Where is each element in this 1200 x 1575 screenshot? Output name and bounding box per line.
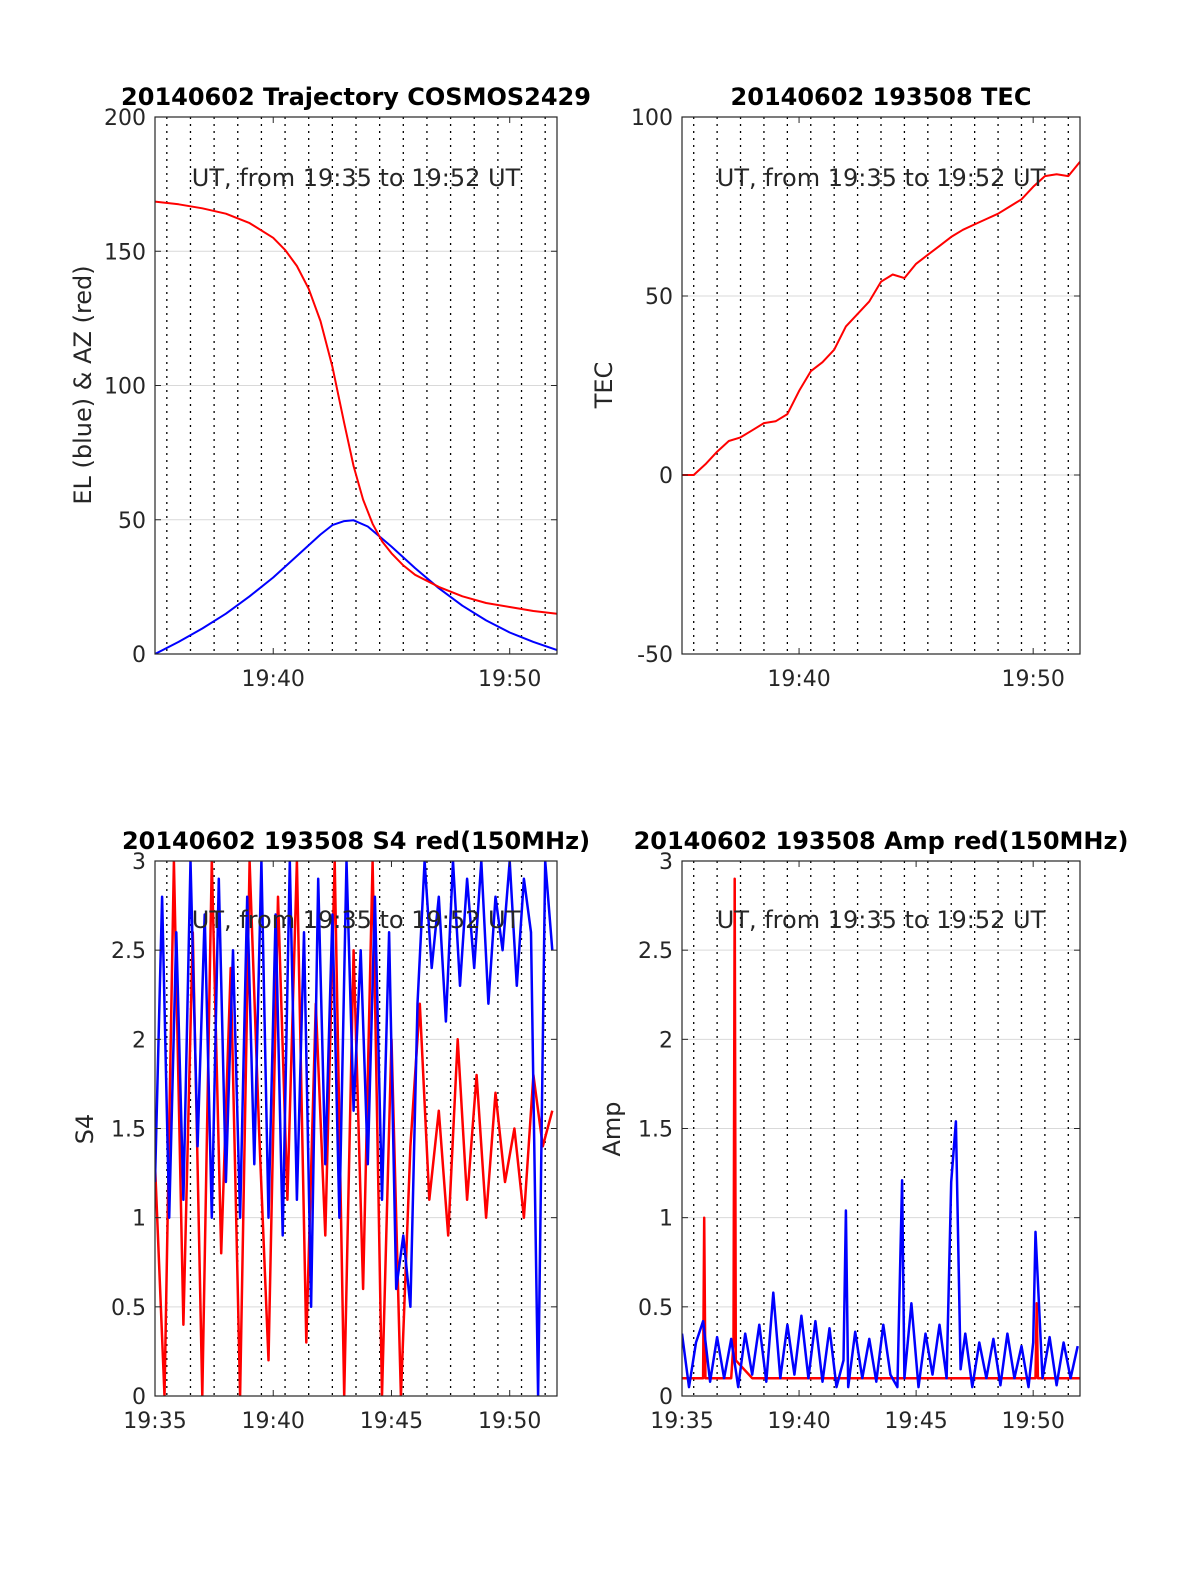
s4-x-axis-label: UT, from 19:35 to 19:52 UT <box>192 906 521 934</box>
s4-x-tick-label-0: 19:35 <box>123 1409 186 1434</box>
s4-panel: 20140602 193508 S4 red(150MHz) UT, from … <box>71 827 590 1434</box>
s4-x-tick-label-3: 19:50 <box>478 1409 541 1434</box>
traj-x-tick-label-1: 19:50 <box>478 667 541 692</box>
s4-series-s4_red <box>155 861 554 1396</box>
s4-y-tick-label-1: 0.5 <box>111 1296 146 1321</box>
amp-x-tick-label-2: 19:45 <box>884 1409 947 1434</box>
tec-title: 20140602 193508 TEC <box>731 83 1032 111</box>
amp-title: 20140602 193508 Amp red(150MHz) <box>634 827 1129 855</box>
tec-panel: 20140602 193508 TEC UT, from 19:35 to 19… <box>590 83 1081 692</box>
tec-y-tick-label-0: -50 <box>637 643 673 668</box>
amp-y-tick-label-3: 1.5 <box>638 1118 673 1143</box>
amp-x-axis-label: UT, from 19:35 to 19:52 UT <box>717 906 1046 934</box>
s4-y-tick-label-2: 1 <box>132 1207 146 1232</box>
amp-y-tick-label-1: 0.5 <box>638 1296 673 1321</box>
s4-x-tick-label-1: 19:40 <box>242 1409 305 1434</box>
traj-y-tick-label-0: 0 <box>132 643 146 668</box>
s4-y-axis-label: S4 <box>71 1114 99 1145</box>
traj-series-el <box>155 519 557 654</box>
tec-plot-layer <box>682 116 1080 655</box>
s4-y-tick-label-6: 3 <box>132 850 146 875</box>
traj-y-tick-label-4: 200 <box>104 106 146 131</box>
trajectory-title: 20140602 Trajectory COSMOS2429 <box>121 83 591 111</box>
amp-y-tick-label-2: 1 <box>659 1207 673 1232</box>
amp-x-tick-label-1: 19:40 <box>767 1409 830 1434</box>
tec-axes-box <box>681 116 1081 655</box>
tec-series-tec <box>682 161 1080 476</box>
traj-series-az <box>155 200 557 615</box>
s4-plot-layer <box>155 860 557 1397</box>
s4-y-tick-label-5: 2.5 <box>111 939 146 964</box>
amp-y-tick-label-0: 0 <box>659 1385 673 1410</box>
trajectory-y-axis-label: EL (blue) & AZ (red) <box>69 265 97 504</box>
tec-y-tick-label-1: 0 <box>659 464 673 489</box>
trajectory-plot-layer <box>155 116 557 655</box>
s4-y-tick-label-0: 0 <box>132 1385 146 1410</box>
amp-series-amp_blue <box>682 1120 1079 1389</box>
trajectory-x-axis-label: UT, from 19:35 to 19:52 UT <box>192 164 521 192</box>
tec-y-tick-label-3: 100 <box>631 106 673 131</box>
amp-y-tick-label-6: 3 <box>659 850 673 875</box>
tec-y-tick-label-2: 50 <box>645 285 673 310</box>
amp-plot-layer <box>682 860 1080 1397</box>
amp-series-amp_red <box>682 877 1080 1380</box>
tec-x-axis-label: UT, from 19:35 to 19:52 UT <box>717 164 1046 192</box>
traj-y-tick-label-3: 150 <box>104 240 146 265</box>
traj-x-tick-label-0: 19:40 <box>242 667 305 692</box>
trajectory-panel: 20140602 Trajectory COSMOS2429 UT, from … <box>69 83 591 692</box>
s4-title: 20140602 193508 S4 red(150MHz) <box>122 827 590 855</box>
amp-panel: 20140602 193508 Amp red(150MHz) UT, from… <box>598 827 1128 1434</box>
amp-x-tick-label-3: 19:50 <box>1001 1409 1064 1434</box>
amp-x-tick-label-0: 19:35 <box>650 1409 713 1434</box>
s4-series-s4_blue <box>155 861 554 1396</box>
amp-y-tick-label-4: 2 <box>659 1028 673 1053</box>
amp-y-axis-label: Amp <box>598 1101 626 1156</box>
tec-y-axis-label: TEC <box>590 362 618 410</box>
traj-y-tick-label-1: 50 <box>118 509 146 534</box>
amp-y-tick-label-5: 2.5 <box>638 939 673 964</box>
tec-x-tick-label-1: 19:50 <box>1001 667 1064 692</box>
traj-y-tick-label-2: 100 <box>104 375 146 400</box>
s4-x-tick-label-2: 19:45 <box>360 1409 423 1434</box>
tec-x-tick-label-0: 19:40 <box>767 667 830 692</box>
s4-y-tick-label-3: 1.5 <box>111 1118 146 1143</box>
s4-y-tick-label-4: 2 <box>132 1028 146 1053</box>
